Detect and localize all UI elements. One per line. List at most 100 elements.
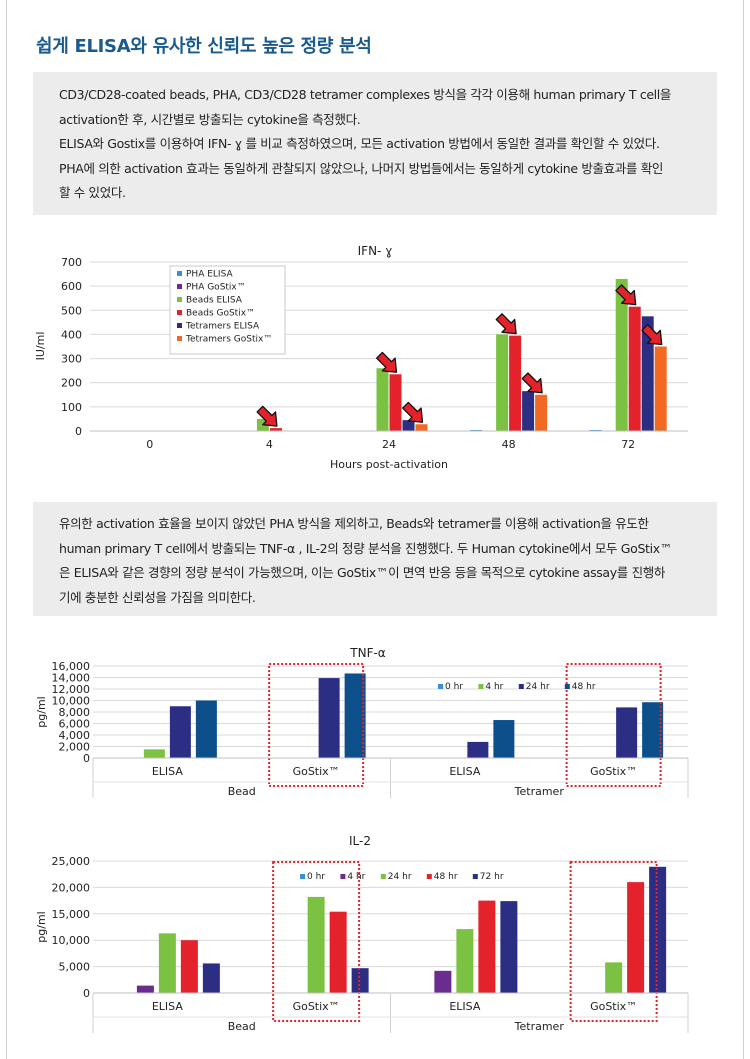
x-tick-label: GoStix™ bbox=[293, 765, 340, 778]
y-tick-label: 600 bbox=[61, 280, 82, 293]
chart-legend: 0 hr 4 hr 24 hr 48 hr bbox=[438, 682, 596, 692]
y-tick-label: 0 bbox=[75, 425, 82, 438]
intro-line: 할 수 있었다. bbox=[59, 185, 126, 200]
legend-label: 48 hr bbox=[434, 872, 458, 882]
chart-title: TNF-α bbox=[349, 646, 386, 660]
red-arrow-shape bbox=[641, 324, 663, 346]
red-arrow-icon bbox=[495, 313, 517, 335]
bar-beads-gostix bbox=[628, 306, 641, 431]
summary-line: 기에 충분한 신뢰성을 가짐을 의미한다. bbox=[59, 589, 256, 605]
x-tick-label: 72 bbox=[621, 438, 635, 451]
bar-24-hr bbox=[169, 706, 191, 758]
legend-label: 24 hr bbox=[388, 872, 412, 882]
bar-48-hr bbox=[642, 702, 664, 758]
bar-24-hr bbox=[467, 741, 489, 758]
legend-swatch bbox=[426, 874, 432, 879]
legend-swatch bbox=[472, 874, 478, 879]
y-tick-label: 0 bbox=[83, 987, 90, 1000]
intro-box: CD3/CD28-coated beads, PHA, CD3/CD28 tet… bbox=[33, 72, 717, 215]
y-tick-label: 4,000 bbox=[59, 729, 91, 742]
legend-label: Tetramers ELISA bbox=[185, 322, 260, 332]
y-tick-label: 6,000 bbox=[59, 718, 91, 731]
legend-label: 0 hr bbox=[445, 682, 463, 692]
bar-24-hr bbox=[456, 929, 474, 993]
y-axis-label: IU/ml bbox=[34, 332, 47, 361]
red-arrow-shape bbox=[376, 351, 398, 373]
x-tick-label: ELISA bbox=[152, 765, 184, 778]
legend-label: Beads ELISA bbox=[186, 296, 243, 306]
legend-swatch bbox=[177, 336, 182, 341]
bar-24-hr bbox=[307, 896, 325, 993]
legend-label: 4 hr bbox=[485, 682, 503, 692]
x-axis-label: Hours post-activation bbox=[330, 458, 448, 471]
legend-swatch bbox=[564, 684, 570, 689]
red-arrow-icon bbox=[256, 405, 278, 427]
y-tick-label: 16,000 bbox=[52, 660, 91, 673]
summary-line: 은 ELISA와 같은 경향의 정량 분석이 가능했으며, 이는 GoStix™… bbox=[59, 565, 666, 580]
legend-swatch bbox=[177, 284, 182, 289]
legend-swatch bbox=[177, 271, 182, 276]
x-tick-label: ELISA bbox=[152, 1000, 184, 1013]
bar-48-hr bbox=[493, 720, 515, 758]
chart-legend: 0 hr 4 hr 24 hr 48 hr 72 hr bbox=[300, 872, 504, 882]
red-arrow-icon bbox=[641, 324, 663, 346]
summary-line: human primary T cell에서 방출되는 TNF-α , IL-2… bbox=[59, 540, 672, 556]
x-tick-label: GoStix™ bbox=[590, 765, 637, 778]
legend-label: PHA GoStix™ bbox=[186, 283, 246, 293]
x-tick-label: 24 bbox=[382, 438, 396, 451]
bar-48-hr bbox=[195, 700, 217, 758]
y-tick-label: 10,000 bbox=[52, 695, 91, 708]
legend-label: 4 hr bbox=[347, 872, 365, 882]
legend-swatch bbox=[518, 684, 524, 689]
y-tick-label: 8,000 bbox=[59, 706, 91, 719]
bar-tetramers-elisa bbox=[522, 391, 535, 431]
bar-24-hr bbox=[616, 707, 638, 758]
bar-72-hr bbox=[202, 963, 220, 993]
bar-beads-gostix bbox=[509, 335, 522, 431]
y-tick-label: 14,000 bbox=[52, 672, 91, 685]
y-tick-label: 0 bbox=[83, 752, 90, 765]
group-label: Bead bbox=[228, 785, 256, 798]
intro-line: CD3/CD28-coated beads, PHA, CD3/CD28 tet… bbox=[59, 87, 672, 102]
y-tick-label: 5,000 bbox=[59, 961, 91, 974]
highlight-box bbox=[272, 861, 361, 1022]
x-tick-label: 48 bbox=[502, 438, 516, 451]
y-tick-label: 300 bbox=[61, 353, 82, 366]
intro-line: PHA에 의한 activation 효과는 동일하게 관찰되지 않았으나, 나… bbox=[59, 160, 663, 176]
red-arrow-icon bbox=[402, 401, 424, 423]
il-2-chart: IL-2 0 5,000 10,000 15,000 20,000 25,000 pg/ml E… bbox=[35, 834, 689, 1033]
intro-line: ELISA와 Gostix를 이용하여 IFN- ɣ 를 비교 측정하였으며, … bbox=[59, 136, 660, 151]
bar-beads-gostix bbox=[269, 428, 282, 431]
bar-4-hr bbox=[143, 749, 165, 758]
legend-swatch bbox=[340, 874, 346, 879]
legend-swatch bbox=[478, 684, 484, 689]
chart-title: IFN- ɣ bbox=[358, 244, 393, 258]
y-tick-label: 20,000 bbox=[52, 881, 91, 894]
y-axis-label: pg/ml bbox=[35, 911, 48, 942]
y-tick-label: 200 bbox=[61, 377, 82, 390]
tnf-alpha-chart: TNF-α 02,0004,0006,0008,00010,00012,00014… bbox=[35, 646, 689, 798]
bar-24-hr bbox=[605, 962, 623, 993]
legend-label: Beads GoStix™ bbox=[186, 309, 255, 319]
intro-line: activation한 후, 시간별로 방출되는 cytokine을 측정했다. bbox=[59, 111, 361, 127]
group-label: Tetramer bbox=[514, 785, 565, 798]
legend-label: 24 hr bbox=[526, 682, 550, 692]
red-arrow-shape bbox=[402, 401, 424, 423]
bar-4-hr bbox=[136, 985, 154, 993]
legend-swatch bbox=[177, 310, 182, 315]
y-tick-label: 100 bbox=[61, 401, 82, 414]
bar-72-hr bbox=[500, 901, 518, 993]
bar-tetramers-gostix bbox=[535, 394, 548, 431]
group-label: Bead bbox=[228, 1020, 256, 1033]
red-arrow-shape bbox=[495, 313, 517, 335]
chart-title: IL-2 bbox=[349, 834, 371, 848]
legend-swatch bbox=[380, 874, 386, 879]
bar-beads-elisa bbox=[376, 368, 389, 431]
red-arrow-icon bbox=[521, 372, 543, 394]
ifn-gamma-chart: IFN- ɣ 0 100 200 300 400 500 600 700 IU/ml 0 4 24 48 7… bbox=[34, 244, 688, 471]
y-tick-label: 400 bbox=[61, 328, 82, 341]
page-title: 쉽게 ELISA와 유사한 신뢰도 높은 정량 분석 bbox=[36, 36, 372, 57]
y-tick-label: 12,000 bbox=[52, 683, 91, 696]
bar-48-hr bbox=[478, 900, 496, 993]
legend-label: Tetramers GoStix™ bbox=[185, 335, 272, 345]
